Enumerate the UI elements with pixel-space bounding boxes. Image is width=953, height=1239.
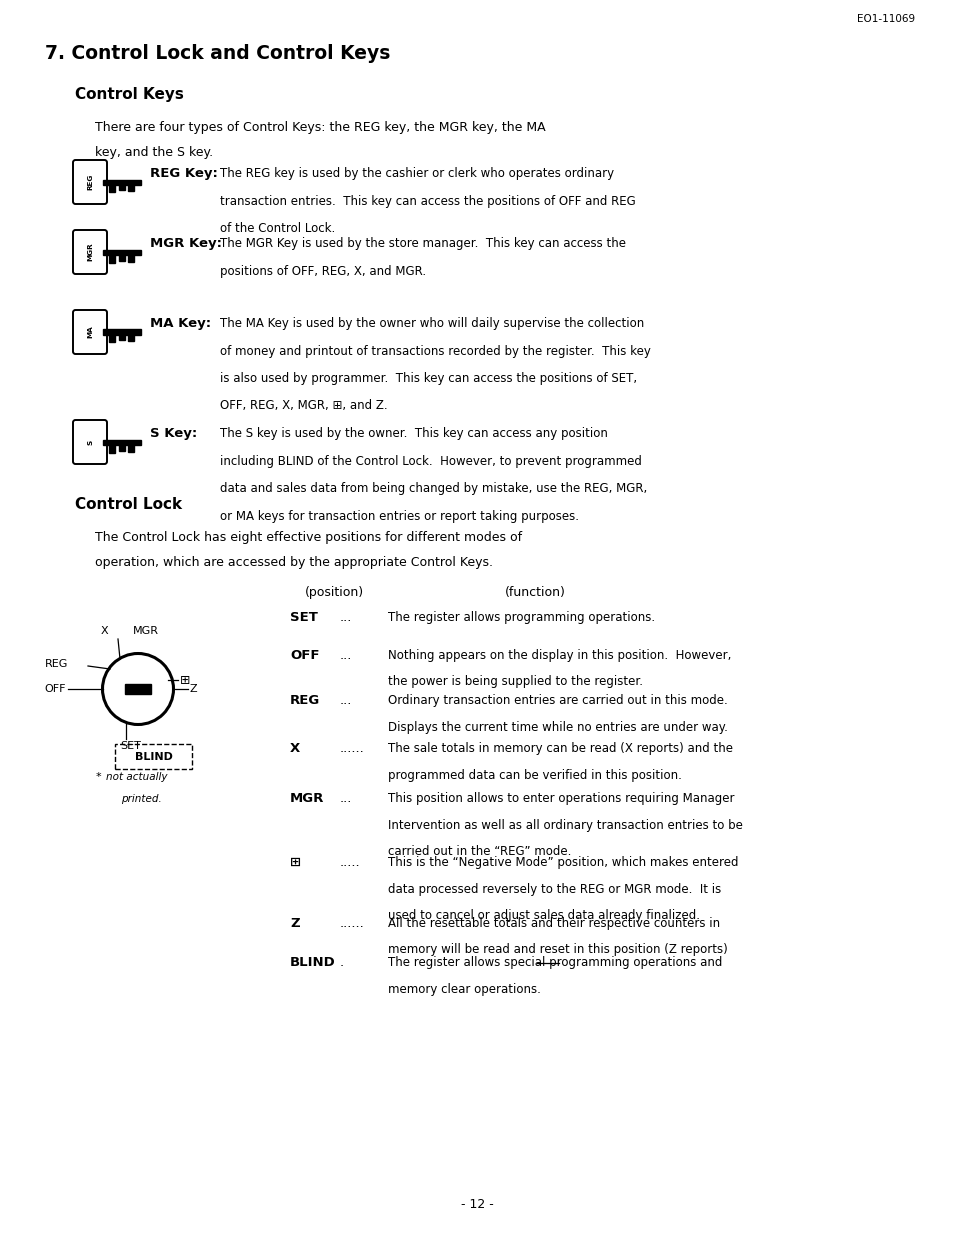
- Text: (function): (function): [504, 586, 565, 598]
- Text: of money and printout of transactions recorded by the register.  This key: of money and printout of transactions re…: [220, 344, 650, 358]
- Text: carried out in the “REG” mode.: carried out in the “REG” mode.: [388, 845, 571, 857]
- Text: ...: ...: [339, 649, 352, 662]
- Text: not actually: not actually: [106, 772, 168, 782]
- Text: REG: REG: [45, 659, 68, 669]
- Text: of the Control Lock.: of the Control Lock.: [220, 222, 335, 235]
- Text: EO1-11069: EO1-11069: [856, 14, 914, 24]
- Text: OFF, REG, X, MGR, ⊞, and Z.: OFF, REG, X, MGR, ⊞, and Z.: [220, 399, 387, 413]
- Bar: [119, 185, 125, 191]
- Text: ......: ......: [339, 917, 364, 930]
- Text: REG: REG: [290, 694, 320, 707]
- Text: is also used by programmer.  This key can access the positions of SET,: is also used by programmer. This key can…: [220, 372, 637, 385]
- Text: This position allows to enter operations requiring Manager: This position allows to enter operations…: [388, 792, 734, 805]
- Bar: [109, 335, 114, 342]
- Text: Nothing appears on the display in this position.  However,: Nothing appears on the display in this p…: [388, 649, 731, 662]
- Text: *: *: [96, 772, 102, 782]
- Text: MGR: MGR: [132, 626, 159, 636]
- Text: The MGR Key is used by the store manager.  This key can access the: The MGR Key is used by the store manager…: [220, 237, 625, 250]
- Text: S: S: [87, 440, 92, 445]
- Text: programmed data can be verified in this position.: programmed data can be verified in this …: [388, 768, 681, 782]
- Text: operation, which are accessed by the appropriate Control Keys.: operation, which are accessed by the app…: [95, 556, 493, 569]
- Text: BLIND: BLIND: [290, 957, 335, 969]
- Text: The sale totals in memory can be read (X reports) and the: The sale totals in memory can be read (X…: [388, 742, 732, 755]
- Text: or MA keys for transaction entries or report taking purposes.: or MA keys for transaction entries or re…: [220, 509, 578, 523]
- Text: MGR Key:: MGR Key:: [150, 237, 222, 250]
- Text: 7. Control Lock and Control Keys: 7. Control Lock and Control Keys: [45, 45, 390, 63]
- Text: used to cancel or adjust sales data already finalized.: used to cancel or adjust sales data alre…: [388, 909, 700, 922]
- Text: ⊞: ⊞: [290, 856, 301, 869]
- Text: MGR: MGR: [290, 792, 324, 805]
- Text: The register allows programming operations.: The register allows programming operatio…: [388, 611, 655, 624]
- Text: BLIND: BLIND: [134, 752, 172, 762]
- Text: SET: SET: [120, 741, 141, 751]
- Text: Displays the current time while no entries are under way.: Displays the current time while no entri…: [388, 721, 727, 733]
- Text: Control Keys: Control Keys: [75, 87, 184, 102]
- Text: memory clear operations.: memory clear operations.: [388, 983, 540, 995]
- Bar: [103, 249, 141, 255]
- Bar: [109, 185, 114, 192]
- Text: data processed reversely to the REG or MGR mode.  It is: data processed reversely to the REG or M…: [388, 882, 720, 896]
- Circle shape: [102, 653, 173, 725]
- Bar: [109, 445, 114, 452]
- Text: X: X: [100, 626, 108, 636]
- Bar: [103, 180, 141, 185]
- Text: (position): (position): [305, 586, 364, 598]
- Bar: [119, 255, 125, 260]
- Text: transaction entries.  This key can access the positions of OFF and REG: transaction entries. This key can access…: [220, 195, 635, 207]
- Text: ⊞: ⊞: [180, 674, 191, 686]
- Bar: [119, 445, 125, 451]
- Text: including BLIND of the Control Lock.  However, to prevent programmed: including BLIND of the Control Lock. How…: [220, 455, 641, 467]
- Text: S Key:: S Key:: [150, 427, 197, 440]
- Text: ...: ...: [339, 694, 352, 707]
- Text: Ordinary transaction entries are carried out in this mode.: Ordinary transaction entries are carried…: [388, 694, 727, 707]
- Text: The Control Lock has eight effective positions for different modes of: The Control Lock has eight effective pos…: [95, 532, 521, 544]
- Text: Z: Z: [290, 917, 299, 930]
- Text: .: .: [339, 957, 344, 969]
- Text: MA Key:: MA Key:: [150, 317, 211, 330]
- Text: REG Key:: REG Key:: [150, 167, 217, 180]
- Bar: [119, 335, 125, 341]
- Text: The register allows special programming operations and: The register allows special programming …: [388, 957, 721, 969]
- Text: The MA Key is used by the owner who will daily supervise the collection: The MA Key is used by the owner who will…: [220, 317, 643, 330]
- Text: There are four types of Control Keys: the REG key, the MGR key, the MA: There are four types of Control Keys: th…: [95, 121, 545, 134]
- Text: SET: SET: [290, 611, 317, 624]
- Text: printed.: printed.: [121, 794, 162, 804]
- Text: memory will be read and reset in this position (Z reports): memory will be read and reset in this po…: [388, 944, 727, 957]
- Bar: [109, 255, 114, 263]
- Bar: [128, 445, 133, 451]
- Text: All the resettable totals and their respective counters in: All the resettable totals and their resp…: [388, 917, 720, 930]
- Text: This is the “Negative Mode” position, which makes entered: This is the “Negative Mode” position, wh…: [388, 856, 738, 869]
- Text: key, and the S key.: key, and the S key.: [95, 146, 213, 159]
- Text: Z: Z: [190, 684, 197, 694]
- Text: MA: MA: [87, 326, 92, 338]
- Bar: [125, 684, 151, 694]
- Bar: [128, 185, 133, 192]
- Text: X: X: [290, 742, 300, 755]
- Bar: [103, 330, 141, 335]
- Text: ...: ...: [339, 792, 352, 805]
- Text: MGR: MGR: [87, 243, 92, 261]
- Text: - 12 -: - 12 -: [460, 1198, 493, 1211]
- Text: data and sales data from being changed by mistake, use the REG, MGR,: data and sales data from being changed b…: [220, 482, 646, 496]
- Text: The REG key is used by the cashier or clerk who operates ordinary: The REG key is used by the cashier or cl…: [220, 167, 614, 180]
- Text: ......: ......: [339, 742, 364, 755]
- Bar: [128, 255, 133, 261]
- Text: Intervention as well as all ordinary transaction entries to be: Intervention as well as all ordinary tra…: [388, 819, 742, 831]
- Bar: [128, 335, 133, 342]
- Text: positions of OFF, REG, X, and MGR.: positions of OFF, REG, X, and MGR.: [220, 264, 426, 278]
- Bar: [103, 440, 141, 445]
- Text: the power is being supplied to the register.: the power is being supplied to the regis…: [388, 675, 642, 689]
- Text: OFF: OFF: [45, 684, 66, 694]
- Text: Control Lock: Control Lock: [75, 497, 182, 512]
- Text: .....: .....: [339, 856, 360, 869]
- Text: ...: ...: [339, 611, 352, 624]
- Text: The S key is used by the owner.  This key can access any position: The S key is used by the owner. This key…: [220, 427, 607, 440]
- Text: REG: REG: [87, 173, 92, 191]
- Text: OFF: OFF: [290, 649, 319, 662]
